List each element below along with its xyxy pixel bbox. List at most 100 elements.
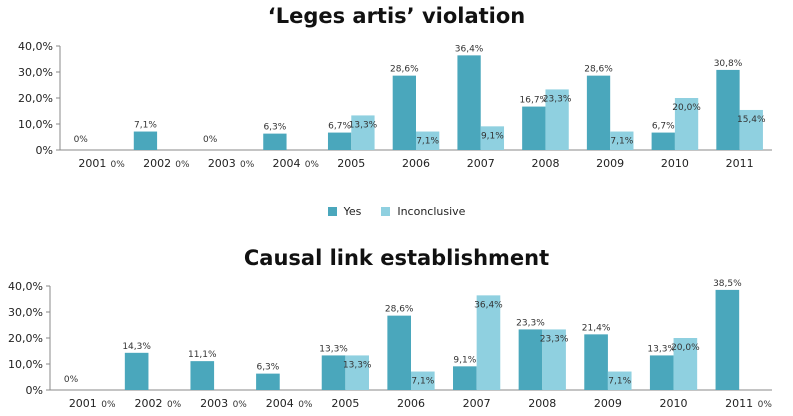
- data-label-yes-2010: 6,7%: [652, 122, 675, 132]
- x-tick-label: 2007: [467, 157, 495, 170]
- bar-inconclusive-2011: [739, 109, 763, 150]
- legend: Yes Inconclusive: [0, 205, 793, 218]
- y-tick-label: 30,0%: [8, 306, 43, 319]
- bar-yes-2006: [387, 315, 411, 390]
- bar-yes-2006: [392, 75, 416, 150]
- bar-inconclusive-2005: [351, 115, 375, 150]
- y-tick-label: 20,0%: [8, 332, 43, 345]
- bar-yes-2004: [256, 373, 280, 390]
- data-label-yes-2001: 0%: [74, 135, 89, 145]
- bar-inconclusive-2007: [480, 126, 505, 150]
- data-label-yes-2004: 6,3%: [263, 123, 286, 133]
- data-label-inconclusive-2003: 0%: [240, 160, 255, 170]
- bar-inconclusive-2010: [674, 98, 699, 150]
- x-tick-label: 2010: [660, 397, 688, 410]
- data-label-inconclusive-2011: 0%: [758, 400, 773, 410]
- data-label-inconclusive-2006: 7,1%: [416, 137, 439, 147]
- bar-yes-2008: [518, 329, 543, 390]
- data-label-yes-2002: 7,1%: [134, 121, 157, 131]
- x-tick-label: 2001: [69, 397, 97, 410]
- bar-yes-2007: [457, 55, 481, 150]
- data-label-inconclusive-2011: 15,4%: [737, 115, 766, 125]
- data-label-inconclusive-2004: 0%: [305, 160, 320, 170]
- bar-inconclusive-2009: [607, 371, 632, 390]
- legend-swatch-yes: [327, 207, 337, 216]
- data-label-inconclusive-2010: 20,0%: [671, 343, 700, 353]
- bar-inconclusive-2010: [673, 338, 698, 390]
- chart-title-causal-link: Causal link establishment: [243, 246, 550, 270]
- data-label-yes-2005: 6,7%: [328, 122, 351, 132]
- data-label-yes-2007: 9,1%: [453, 355, 476, 365]
- data-label-yes-2007: 36,4%: [455, 44, 484, 54]
- data-label-yes-2001: 0%: [64, 375, 79, 385]
- data-label-yes-2002: 14,3%: [122, 342, 151, 352]
- x-tick-label: 2003: [200, 397, 228, 410]
- data-label-yes-2006: 28,6%: [385, 305, 414, 315]
- bar-yes-2002: [133, 131, 158, 150]
- x-tick-label: 2004: [266, 397, 294, 410]
- legend-label-inconclusive: Inconclusive: [397, 205, 466, 218]
- bar-inconclusive-2006: [416, 131, 440, 150]
- data-label-yes-2009: 28,6%: [584, 65, 613, 75]
- bar-yes-2009: [584, 334, 608, 390]
- y-tick-label: 30,0%: [18, 66, 53, 79]
- bar-inconclusive-2008: [542, 329, 566, 390]
- x-tick-label: 2001: [78, 157, 106, 170]
- y-tick-label: 40,0%: [8, 280, 43, 293]
- bar-yes-2007: [453, 366, 477, 390]
- data-label-yes-2010: 13,3%: [647, 344, 676, 354]
- y-tick-label: 40,0%: [18, 40, 53, 53]
- x-tick-label: 2006: [397, 397, 425, 410]
- x-tick-label: 2002: [134, 397, 162, 410]
- data-label-yes-2011: 30,8%: [714, 59, 743, 69]
- bar-yes-2011: [716, 69, 740, 150]
- data-label-yes-2008: 23,3%: [516, 318, 545, 328]
- data-label-inconclusive-2008: 23,3%: [540, 334, 569, 344]
- bar-inconclusive-2009: [610, 131, 634, 150]
- y-tick-label: 20,0%: [18, 92, 53, 105]
- x-tick-label: 2009: [594, 397, 622, 410]
- data-label-inconclusive-2002: 0%: [175, 160, 190, 170]
- chart-title-leges-artis: ‘Leges artis’ violation: [267, 4, 526, 28]
- y-tick-label: 10,0%: [18, 118, 53, 131]
- y-tick-label: 0%: [26, 384, 43, 397]
- data-label-inconclusive-2003: 0%: [233, 400, 248, 410]
- y-tick-label: 0%: [36, 144, 53, 157]
- legend-label-yes: Yes: [343, 205, 362, 218]
- data-label-inconclusive-2010: 20,0%: [672, 103, 701, 113]
- chart-causal-link-establishment: 0% 10,0% 20,0% 30,0% 40,0% 2001 2002 2003 2004 20…: [8, 279, 773, 410]
- data-label-yes-2011: 38,5%: [713, 279, 742, 289]
- bar-inconclusive-2006: [411, 371, 435, 390]
- x-tick-label: 2004: [273, 157, 301, 170]
- data-label-yes-2005: 13,3%: [319, 344, 348, 354]
- legend-swatch-inconclusive: [381, 207, 391, 216]
- data-label-inconclusive-2007: 36,4%: [474, 300, 503, 310]
- data-label-inconclusive-2005: 13,3%: [349, 120, 378, 130]
- bar-yes-2005: [321, 355, 346, 390]
- x-tick-label: 2009: [596, 157, 624, 170]
- y-tick-label: 10,0%: [8, 358, 43, 371]
- x-tick-label: 2011: [725, 397, 753, 410]
- x-tick-label: 2006: [402, 157, 430, 170]
- data-label-inconclusive-2004: 0%: [298, 400, 313, 410]
- x-tick-label: 2008: [531, 157, 559, 170]
- data-label-yes-2009: 21,4%: [582, 323, 611, 333]
- x-tick-label: 2005: [337, 157, 365, 170]
- data-label-inconclusive-2008: 23,3%: [543, 94, 572, 104]
- x-tick-label: 2005: [331, 397, 359, 410]
- x-tick-label: 2003: [208, 157, 236, 170]
- x-tick-label: 2011: [726, 157, 754, 170]
- bar-yes-2010: [649, 355, 674, 390]
- legend-item-inconclusive: Inconclusive: [381, 205, 465, 218]
- x-tick-label: 2002: [143, 157, 171, 170]
- chart-leges-artis-violation: 0% 10,0% 20,0% 30,0% 40,0% 2001 2002 2003 2004 20…: [18, 40, 772, 170]
- bar-yes-2004: [263, 133, 287, 150]
- bar-yes-2003: [190, 361, 215, 390]
- data-label-inconclusive-2005: 13,3%: [343, 360, 372, 370]
- data-label-inconclusive-2009: 7,1%: [610, 137, 633, 147]
- bar-yes-2008: [522, 106, 546, 150]
- bar-yes-2011: [715, 289, 740, 390]
- data-label-yes-2004: 6,3%: [256, 363, 279, 373]
- x-tick-label: 2007: [463, 397, 491, 410]
- data-label-yes-2006: 28,6%: [390, 65, 419, 75]
